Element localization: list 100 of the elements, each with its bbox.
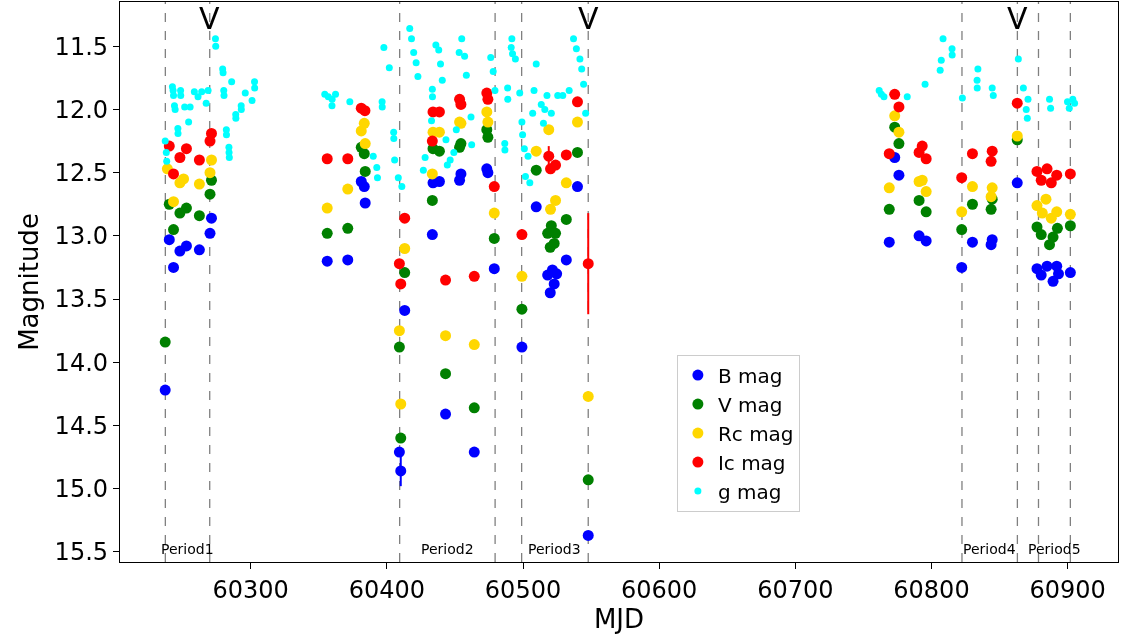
point	[913, 194, 925, 206]
point	[883, 182, 895, 194]
point	[482, 116, 494, 128]
point	[395, 432, 407, 444]
point	[205, 212, 217, 224]
point	[1011, 177, 1023, 189]
point	[180, 143, 192, 155]
point	[516, 229, 528, 241]
point	[468, 446, 480, 458]
point	[321, 255, 333, 267]
point	[893, 138, 905, 150]
point	[1051, 222, 1063, 234]
y-tick-label: 13.0	[54, 222, 109, 251]
point	[920, 235, 932, 247]
point	[550, 159, 562, 171]
point	[204, 167, 216, 179]
point	[488, 263, 500, 275]
point	[571, 146, 583, 158]
point	[571, 116, 583, 128]
y-tick-label: 14.0	[54, 348, 109, 377]
point	[168, 224, 180, 236]
point	[883, 236, 895, 248]
x-axis-title: MJD	[593, 603, 645, 634]
point	[468, 270, 480, 282]
legend-label: V mag	[717, 392, 783, 417]
point	[159, 384, 171, 396]
point	[550, 227, 562, 239]
point	[342, 222, 354, 234]
point	[543, 150, 555, 162]
point	[883, 148, 895, 160]
point	[180, 240, 192, 252]
point	[359, 138, 371, 150]
point	[530, 201, 542, 213]
point	[359, 197, 371, 209]
y-axis-title: Magnitude	[14, 213, 45, 351]
annotation: Period4	[963, 541, 1016, 557]
point	[889, 110, 901, 122]
point	[440, 330, 452, 342]
annotation: V	[578, 1, 599, 36]
point	[544, 287, 556, 299]
point	[342, 254, 354, 266]
point	[530, 164, 542, 176]
point	[426, 168, 438, 180]
point	[488, 181, 500, 193]
point	[582, 390, 594, 402]
annotation: Period1	[161, 541, 214, 557]
point	[1036, 207, 1048, 219]
point	[342, 153, 354, 165]
annotation: V	[1007, 1, 1028, 36]
point	[205, 127, 217, 139]
point	[1041, 163, 1053, 175]
point	[193, 154, 205, 166]
point	[550, 194, 562, 206]
point	[571, 181, 583, 193]
point	[168, 196, 180, 208]
point	[920, 206, 932, 218]
point	[956, 224, 968, 236]
y-tick-label: 12.0	[54, 95, 109, 124]
point	[582, 474, 594, 486]
point	[481, 106, 493, 118]
y-tick-label: 11.5	[54, 32, 109, 61]
point	[395, 398, 407, 410]
point	[468, 339, 480, 351]
annotation: V	[199, 1, 220, 36]
point	[440, 408, 452, 420]
point	[358, 117, 370, 129]
annotation: Period3	[528, 541, 581, 557]
point	[966, 148, 978, 160]
point	[571, 96, 583, 108]
point	[1011, 97, 1023, 109]
point	[399, 243, 411, 254]
point	[1064, 267, 1076, 279]
point	[985, 203, 997, 215]
point	[1051, 206, 1063, 218]
point	[1064, 168, 1076, 180]
point	[986, 182, 998, 194]
point	[488, 232, 500, 244]
point	[1053, 268, 1064, 280]
point	[321, 202, 333, 214]
point	[889, 88, 901, 100]
point	[440, 368, 452, 380]
point	[395, 278, 407, 290]
point	[548, 237, 560, 249]
point	[966, 198, 978, 210]
point	[560, 254, 572, 266]
point	[582, 529, 594, 541]
point	[359, 165, 371, 177]
point	[321, 153, 333, 165]
point	[916, 140, 928, 152]
point	[393, 258, 405, 270]
point	[399, 267, 411, 279]
point	[920, 186, 932, 198]
point	[359, 105, 371, 117]
point	[342, 183, 354, 195]
legend-label: g mag	[717, 479, 782, 504]
y-tick-label: 13.5	[54, 285, 109, 314]
y-tick-label: 12.5	[54, 159, 109, 188]
point	[468, 402, 480, 414]
x-tick-label: 60300	[212, 575, 289, 604]
point	[1064, 220, 1076, 232]
